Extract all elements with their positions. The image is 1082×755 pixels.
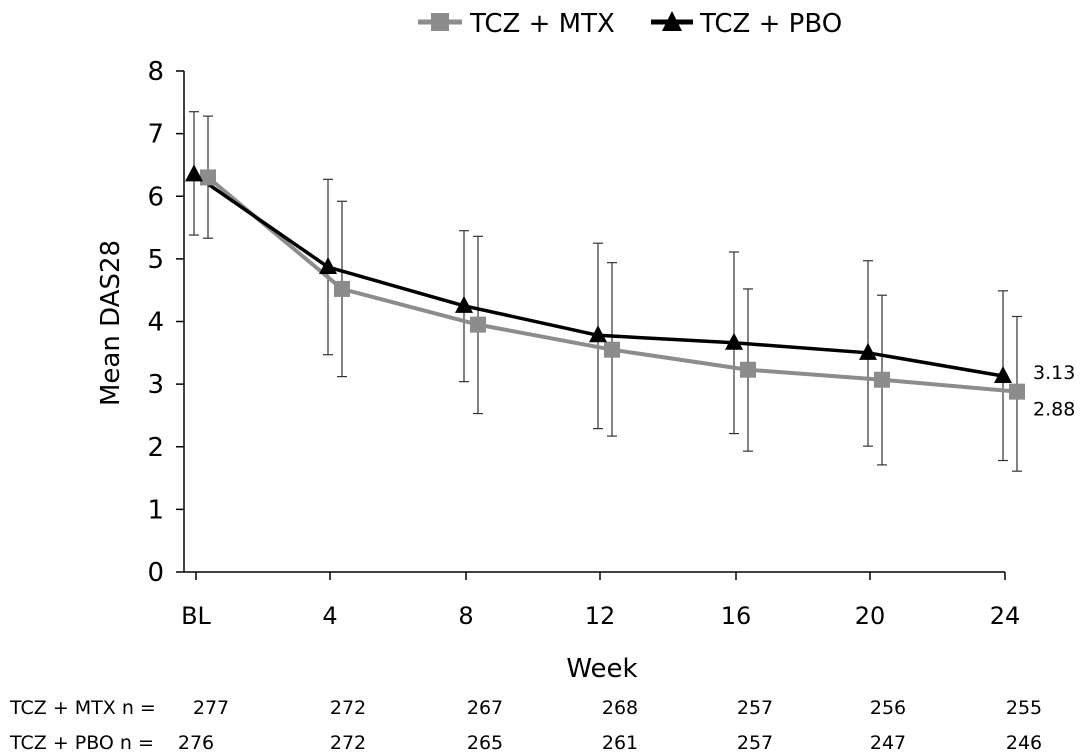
n-value: 276 (178, 732, 214, 754)
n-value: 268 (602, 697, 638, 719)
n-row-label: TCZ + MTX n = (9, 697, 156, 719)
legend-label-pbo: TCZ + PBO (699, 9, 842, 39)
data-point-pbo (185, 164, 203, 182)
n-value: 256 (870, 697, 906, 719)
y-tick-label: 1 (147, 495, 164, 525)
n-value: 277 (193, 697, 229, 719)
x-axis-ticks: BL 4 8 12 16 20 24 (181, 572, 1020, 630)
n-value: 255 (1006, 697, 1042, 719)
n-row-label: TCZ + PBO n = (9, 732, 154, 754)
data-point-pbo (859, 342, 877, 360)
data-point-pbo (994, 365, 1012, 383)
data-point-mtx (740, 361, 756, 378)
data-point-mtx (200, 169, 216, 186)
data-point-mtx (874, 371, 890, 388)
n-value: 257 (737, 732, 773, 754)
x-tick-label: 24 (990, 602, 1021, 630)
x-tick-label: 8 (458, 602, 473, 630)
n-value: 246 (1006, 732, 1042, 754)
x-axis-title: Week (566, 654, 637, 684)
n-value: 257 (737, 697, 773, 719)
n-value: 265 (467, 732, 503, 754)
sample-size-table: TCZ + MTX n = 277 272 267 268 257 256 255 TCZ + … (9, 697, 1042, 754)
legend: TCZ + MTX TCZ + PBO (418, 9, 842, 39)
n-value: 261 (602, 732, 638, 754)
x-tick-label: BL (181, 602, 211, 630)
y-axis-title: Mean DAS28 (96, 240, 126, 406)
y-tick-label: 6 (147, 182, 164, 212)
y-tick-label: 5 (147, 245, 164, 275)
y-tick-label: 4 (147, 308, 164, 338)
n-value: 247 (870, 732, 906, 754)
y-tick-label: 2 (147, 433, 164, 463)
y-tick-label: 8 (147, 57, 164, 87)
y-axis-ticks: 0 1 2 3 4 5 6 7 8 (147, 57, 184, 588)
end-label-pbo: 3.13 (1033, 362, 1075, 384)
data-point-pbo (725, 332, 743, 350)
end-label-mtx: 2.88 (1033, 399, 1075, 421)
legend-item-mtx: TCZ + MTX (418, 9, 615, 39)
n-value: 272 (330, 697, 366, 719)
x-tick-label: 12 (585, 602, 616, 630)
data-point-mtx (604, 341, 620, 358)
series-layer (185, 111, 1025, 472)
data-point-pbo (455, 295, 473, 313)
legend-marker-pbo (662, 11, 682, 31)
legend-item-pbo: TCZ + PBO (651, 9, 842, 39)
y-tick-label: 0 (147, 558, 164, 588)
n-value: 272 (330, 732, 366, 754)
x-tick-label: 4 (322, 602, 337, 630)
data-point-mtx (334, 280, 350, 297)
data-point-mtx (470, 316, 486, 333)
legend-label-mtx: TCZ + MTX (469, 9, 615, 39)
y-tick-label: 3 (147, 370, 164, 400)
end-value-labels: 3.13 2.88 (1033, 362, 1075, 421)
data-point-mtx (1009, 383, 1025, 400)
x-tick-label: 16 (721, 602, 752, 630)
data-point-pbo (589, 325, 607, 343)
n-value: 267 (467, 697, 503, 719)
x-tick-label: 20 (855, 602, 886, 630)
y-tick-label: 7 (147, 120, 164, 150)
legend-marker-mtx (431, 13, 449, 31)
data-point-pbo (319, 257, 337, 275)
